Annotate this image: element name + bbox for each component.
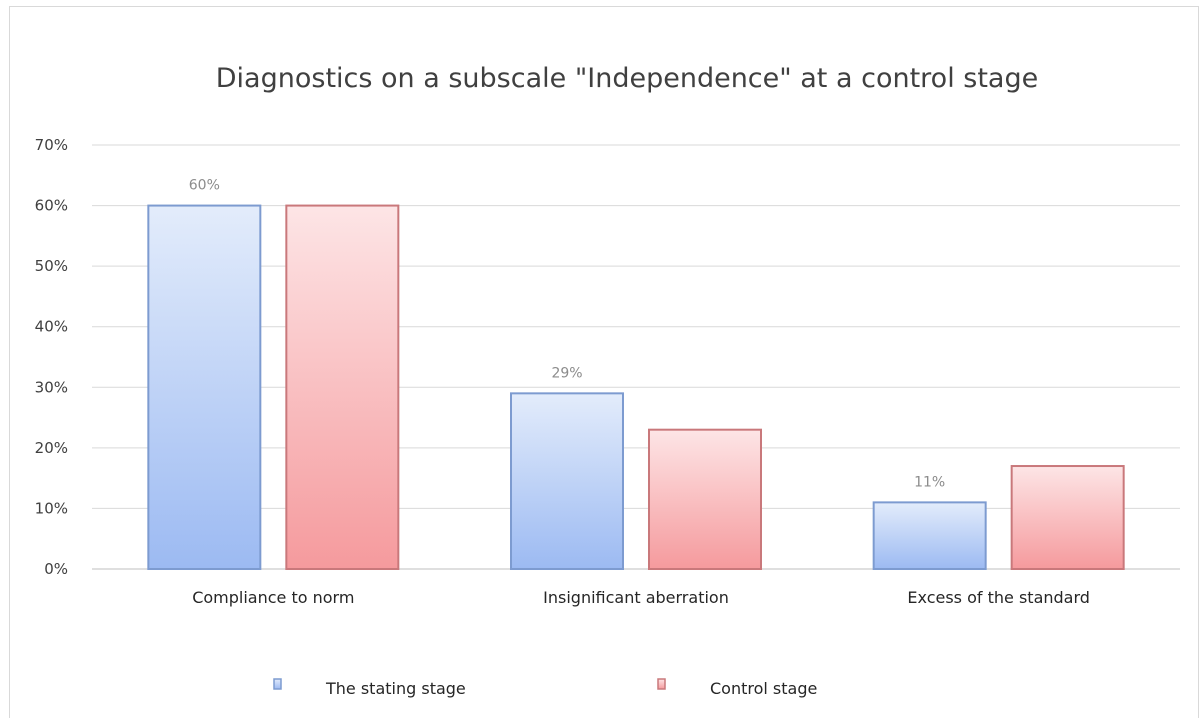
data-label: 60% bbox=[189, 178, 220, 194]
y-tick-label: 50% bbox=[35, 257, 68, 275]
y-tick-label: 70% bbox=[35, 136, 68, 154]
legend-label: Control stage bbox=[710, 679, 817, 698]
y-tick-label: 10% bbox=[35, 499, 68, 517]
chart-svg: Diagnostics on a subscale "Independence"… bbox=[35, 63, 1180, 698]
bar bbox=[285, 204, 400, 570]
y-tick-label: 40% bbox=[35, 318, 68, 336]
y-tick-label: 60% bbox=[35, 197, 68, 215]
y-tick-label: 30% bbox=[35, 378, 68, 396]
labels-layer: 60% Compliance to norm 29% Insignificant ab… bbox=[189, 178, 1090, 607]
legend-swatch bbox=[657, 678, 666, 690]
chart-frame: Diagnostics on a subscale "Independence"… bbox=[9, 6, 1199, 718]
bar bbox=[872, 501, 987, 570]
x-tick-label: Insignificant aberration bbox=[543, 588, 729, 607]
legend-swatch bbox=[273, 678, 282, 690]
x-tick-label: Excess of the standard bbox=[907, 588, 1090, 607]
x-tick-label: Compliance to norm bbox=[192, 588, 354, 607]
data-label: 29% bbox=[551, 365, 582, 381]
bar bbox=[648, 428, 762, 570]
bar bbox=[1010, 465, 1125, 570]
bars-layer bbox=[147, 204, 1125, 571]
bar bbox=[147, 204, 262, 570]
data-label: 11% bbox=[914, 474, 945, 490]
y-tick-label: 20% bbox=[35, 439, 68, 457]
legend: The stating stage Control stage bbox=[273, 678, 817, 698]
legend-label: The stating stage bbox=[325, 679, 466, 698]
chart-title: Diagnostics on a subscale "Independence"… bbox=[216, 63, 1038, 94]
bar bbox=[510, 392, 624, 571]
y-tick-label: 0% bbox=[44, 560, 68, 578]
grid-layer: 0% 10% 20% 30% 40% 50% 60% 70% bbox=[35, 136, 1180, 578]
